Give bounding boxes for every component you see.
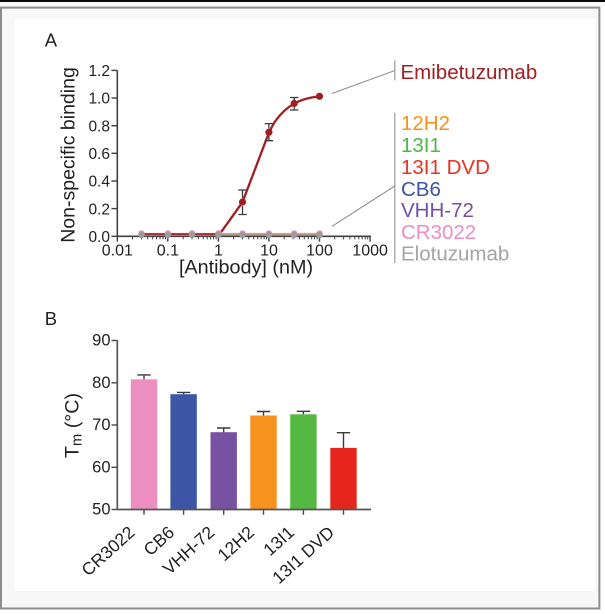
- svg-text:Tm (°C): Tm (°C): [62, 393, 86, 458]
- svg-text:100: 100: [306, 242, 333, 259]
- svg-text:A: A: [45, 30, 58, 51]
- svg-text:10: 10: [260, 242, 278, 259]
- svg-text:Emibetuzumab: Emibetuzumab: [401, 61, 538, 84]
- svg-text:13I1: 13I1: [401, 134, 441, 157]
- svg-text:60: 60: [92, 459, 110, 477]
- svg-text:B: B: [45, 308, 57, 329]
- svg-text:CB6: CB6: [401, 178, 441, 201]
- svg-text:CR3022: CR3022: [401, 221, 476, 244]
- svg-text:0.6: 0.6: [88, 146, 110, 163]
- svg-text:0.1: 0.1: [157, 242, 179, 259]
- svg-text:1.0: 1.0: [88, 91, 110, 108]
- svg-text:VHH-72: VHH-72: [401, 199, 474, 222]
- svg-text:1.2: 1.2: [88, 63, 110, 80]
- svg-text:0.4: 0.4: [88, 174, 110, 191]
- svg-text:0.01: 0.01: [102, 242, 133, 259]
- svg-text:80: 80: [92, 374, 110, 392]
- svg-text:0.0: 0.0: [88, 229, 110, 246]
- svg-text:Elotuzumab: Elotuzumab: [401, 242, 509, 265]
- svg-text:50: 50: [92, 501, 110, 519]
- svg-text:0.2: 0.2: [88, 201, 110, 218]
- svg-text:70: 70: [92, 416, 110, 434]
- svg-text:Non-specific binding: Non-specific binding: [58, 67, 80, 243]
- svg-text:1: 1: [214, 242, 223, 259]
- svg-text:0.8: 0.8: [88, 118, 110, 135]
- svg-text:13I1 DVD: 13I1 DVD: [401, 156, 490, 179]
- svg-text:1000: 1000: [352, 242, 388, 259]
- svg-text:90: 90: [92, 332, 110, 350]
- svg-text:12H2: 12H2: [401, 112, 450, 135]
- svg-text:[Antibody] (nM): [Antibody] (nM): [179, 257, 313, 279]
